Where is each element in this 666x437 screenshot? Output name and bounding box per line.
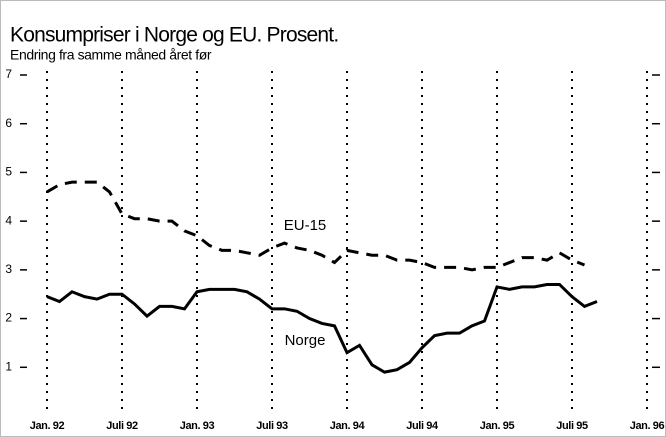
y-tick-label: 7 — [5, 67, 12, 81]
series-label: EU-15 — [284, 217, 327, 234]
y-tick-label: 1 — [5, 359, 12, 373]
x-tick-label: Jan. 95 — [480, 420, 515, 432]
x-tick-label: Jan. 93 — [180, 420, 215, 432]
y-tick-label: 2 — [5, 311, 12, 325]
x-tick-label: Juli 92 — [106, 420, 138, 432]
x-tick-label: Juli 94 — [406, 420, 439, 432]
y-tick-label: 4 — [5, 213, 12, 227]
y-tick-label: 5 — [5, 165, 12, 179]
series-label: Norge — [285, 332, 326, 349]
y-tick-label: 3 — [5, 262, 12, 276]
series-line — [46, 180, 586, 272]
chart-title: Konsumpriser i Norge og EU. Prosent. — [10, 24, 338, 47]
series-line — [46, 282, 598, 374]
x-tick-label: Juli 95 — [556, 420, 588, 432]
x-tick-label: Jan. 96 — [630, 420, 665, 432]
x-tick-label: Juli 93 — [256, 420, 288, 432]
x-tick-label: Jan. 92 — [30, 420, 65, 432]
y-tick-label: 6 — [5, 116, 12, 130]
x-tick-label: Jan. 94 — [330, 420, 366, 432]
chart-subtitle: Endring fra samme måned året før — [10, 47, 212, 63]
